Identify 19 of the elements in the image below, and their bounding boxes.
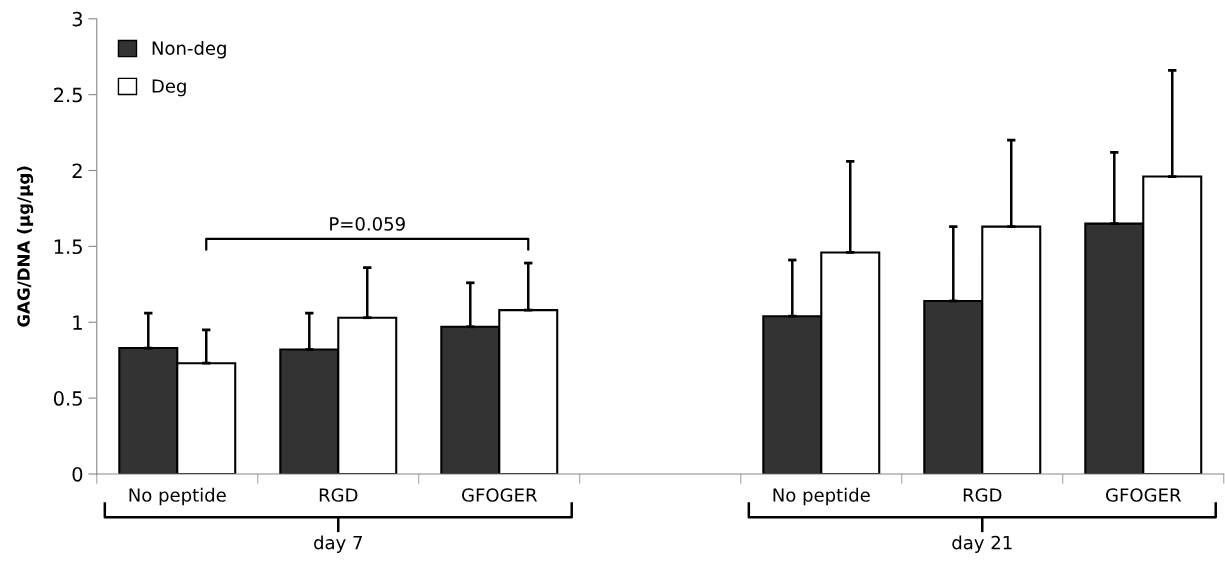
x-tick-label: GFOGER	[462, 488, 538, 502]
legend-label: Non-deg	[152, 40, 226, 59]
x-tick-label: RGD	[319, 488, 358, 502]
y-tick-label: 1.5	[54, 239, 82, 255]
x-tick-label: RGD	[963, 488, 1002, 502]
text: day 21	[952, 535, 1012, 553]
x-tick-label: No peptide	[129, 487, 226, 506]
annotation: P=0.059	[330, 217, 405, 231]
x-tick-label: GFOGER	[1106, 488, 1182, 502]
y-tick-label: 1	[73, 315, 82, 330]
y-tick-label: 2	[72, 163, 82, 178]
x-tick-label: No peptide	[773, 487, 870, 506]
y-tick-label: 0	[72, 466, 83, 482]
y-axis-title: GAG/DNA (µg/µg)	[16, 166, 34, 327]
y-tick-label: 3	[72, 11, 83, 27]
y-tick-label: 2.5	[54, 87, 82, 103]
y-tick-label: 0.5	[53, 391, 82, 406]
legend-label: Deg	[152, 79, 186, 97]
text: day 7	[314, 535, 362, 553]
